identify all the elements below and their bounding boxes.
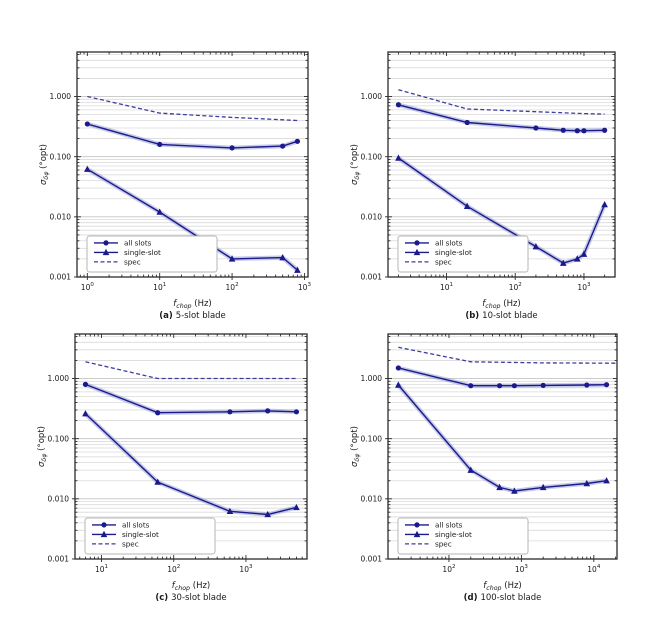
axes-frame [74,333,308,560]
axes-frame [76,51,309,278]
x-tick-label: 101 [440,282,453,292]
legend-label-all-slots: all slots [435,239,463,248]
x-tick-label: 103 [239,564,253,574]
y-axis-label: σδφ (°opt) [350,426,361,467]
y-tick-label: 0.100 [361,434,383,443]
x-tick-label: 102 [442,564,455,574]
panel-c: 101 102 103 1.000 0.100 0.010 0.001 fchop (Hz) σ… [37,333,308,603]
y-tick-labels: 1.000 0.100 0.010 0.001 [50,92,72,281]
gridlines [388,54,615,260]
x-tick-label: 103 [298,282,312,292]
panel-caption: (c) 30-slot blade [155,593,226,603]
legend-label-single-slot: single-slot [122,530,159,539]
x-tick-label: 102 [226,282,239,292]
single-slot-markers [395,154,608,266]
x-tick-label: 101 [95,564,108,574]
axes-frame [387,51,616,278]
legend-label-spec: spec [435,258,452,267]
x-tick-label: 102 [509,282,522,292]
panel-caption: (b) 10-slot blade [465,311,537,321]
y-tick-label: 0.010 [50,212,72,221]
x-tick-labels: 101 102 103 [95,564,253,574]
legend-label-spec: spec [122,540,139,549]
x-axis-label: fchop (Hz) [173,299,212,310]
y-tick-label: 0.100 [48,434,70,443]
legend-label-all-slots: all slots [435,521,463,530]
legend-label-spec: spec [435,540,452,549]
all-slots-markers [395,102,608,134]
legend-label-single-slot: single-slot [124,248,161,257]
x-tick-labels: 102 103 104 [442,564,600,574]
single-slot-markers [395,381,610,494]
panel-b: 101 102 103 1.000 0.100 0.010 0.001 fchop (Hz) σ… [350,51,616,321]
legend-label-all-slots: all slots [122,521,150,530]
legend-label-spec: spec [124,258,141,267]
legend-label-all-slots: all slots [124,239,152,248]
y-tick-label: 0.001 [361,555,383,564]
spec-line [398,346,616,364]
x-axis-label: fchop (Hz) [172,581,211,592]
y-axis-label: σδφ (°opt) [39,144,50,185]
x-tick-label: 103 [577,282,591,292]
y-axis-label: σδφ (°opt) [37,426,48,467]
single-slot-markers [82,410,300,518]
y-tick-labels: 1.000 0.100 0.010 0.001 [48,374,70,563]
y-tick-label: 1.000 [361,92,383,101]
x-tick-labels: 100 101 102 103 [81,282,312,292]
legend-label-single-slot: single-slot [435,530,472,539]
x-axis-label: fchop (Hz) [483,581,522,592]
y-tick-label: 1.000 [50,92,72,101]
spec-line [398,89,605,115]
panel-d: 102 103 104 1.000 0.100 0.010 0.001 fchop (Hz) σ… [350,333,618,603]
x-tick-label: 101 [153,282,166,292]
y-tick-labels: 1.000 0.100 0.010 0.001 [361,92,383,281]
y-tick-label: 0.001 [361,273,383,282]
x-tick-label: 102 [167,564,180,574]
x-tick-labels: 101 102 103 [440,282,591,292]
y-tick-label: 0.001 [48,555,70,564]
y-tick-label: 0.100 [361,152,383,161]
panel-a: 100 101 102 103 1.000 0.100 0.010 0.001 fchop (H… [39,51,312,321]
y-tick-label: 0.010 [48,494,70,503]
y-tick-label: 0.100 [50,152,72,161]
all-slots-markers [82,381,300,416]
axes-frame [387,333,618,560]
panel-caption: (a) 5-slot blade [159,311,226,321]
x-tick-label: 103 [515,564,529,574]
y-tick-label: 1.000 [48,374,70,383]
x-axis-label: fchop (Hz) [482,299,521,310]
y-tick-label: 0.001 [50,273,72,282]
y-tick-label: 1.000 [361,374,383,383]
all-slots-markers [84,121,301,151]
single-slot-markers [84,165,301,273]
y-tick-label: 0.010 [361,494,383,503]
x-tick-label: 100 [81,282,95,292]
y-tick-label: 0.010 [361,212,383,221]
legend-label-single-slot: single-slot [435,248,472,257]
panel-caption: (d) 100-slot blade [464,593,542,603]
y-axis-label: σδφ (°opt) [350,144,361,185]
y-tick-labels: 1.000 0.100 0.010 0.001 [361,374,383,563]
all-slots-markers [395,365,610,389]
spec-line [87,95,298,122]
x-tick-label: 104 [587,564,601,574]
